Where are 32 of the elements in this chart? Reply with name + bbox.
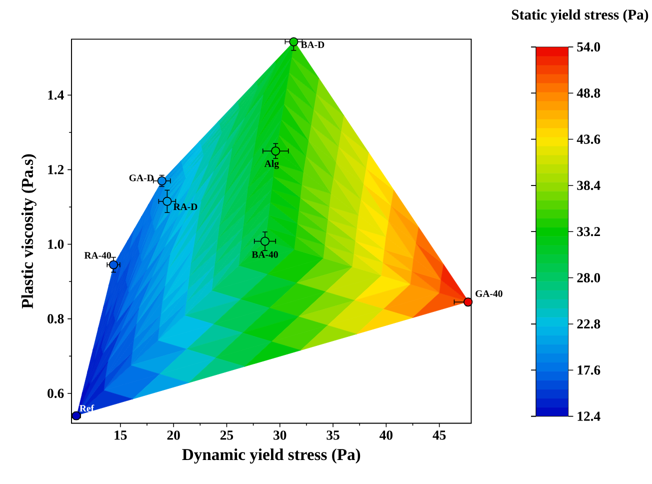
x-tick-label: 30 (274, 430, 286, 440)
annotation: GA-40 (476, 290, 502, 297)
x-tick-label: 35 (326, 430, 340, 440)
color-bar-title: Static yield stress (Pa) (512, 9, 648, 23)
annotation: GA-D (129, 174, 154, 182)
color-bar-label: 28.0 (577, 273, 600, 282)
color-bar-label: 33.2 (577, 227, 600, 236)
color-bar-label: 54.0 (577, 42, 600, 52)
y-tick-label: 1.0 (48, 240, 64, 249)
annotation: BA-40 (252, 251, 278, 258)
x-tick-label: 45 (432, 430, 446, 440)
x-tick-label: 15 (114, 430, 127, 440)
annotation: Ref (80, 404, 94, 412)
x-axis-title: Dynamic yield stress (Pa) (182, 448, 360, 464)
color-bar-label: 17.6 (578, 366, 600, 375)
y-tick-label: 1.4 (48, 90, 64, 100)
y-tick-label: 0.6 (48, 388, 64, 398)
annotation: BA-D (300, 42, 324, 48)
color-bar-label: 48.8 (576, 88, 600, 98)
y-axis-title: Plastic viscosity (Pa.s) (21, 154, 36, 309)
color-bar-label: 22.8 (577, 319, 600, 329)
x-tick-label: 25 (220, 430, 234, 440)
color-bar-label: 43.6 (576, 134, 600, 144)
color-bar-label: 12.4 (578, 412, 600, 421)
color-bar-label: 38.4 (577, 180, 600, 190)
annotation: RA-D (173, 204, 198, 210)
y-tick-label: 1.2 (48, 165, 64, 174)
annotation: RA-40 (84, 252, 111, 259)
x-tick-label: 20 (167, 430, 180, 440)
y-tick-label: 0.8 (48, 314, 64, 324)
annotation: Alg (264, 160, 279, 169)
x-tick-label: 40 (380, 430, 392, 440)
